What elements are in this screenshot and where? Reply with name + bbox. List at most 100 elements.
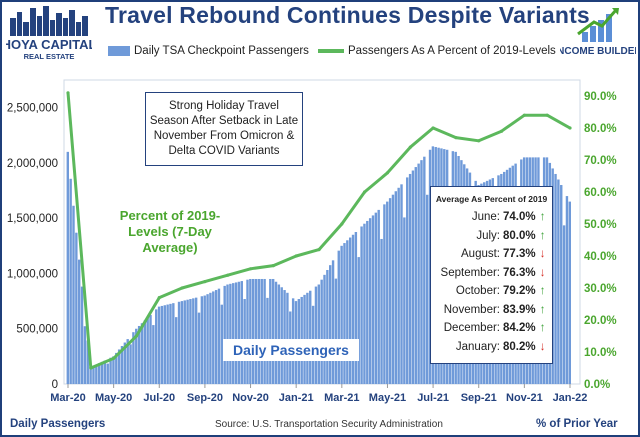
bar [317,284,320,384]
bar [406,177,409,384]
average-month: November: [443,303,500,316]
percent-point [545,113,549,117]
bar [155,309,158,384]
average-month: October: [455,285,500,297]
average-table: Average As Percent of 2019 June: 74.0% ↑ Ju… [430,186,553,364]
bar [97,363,101,384]
legend-bars-label: Daily TSA Checkpoint Passengers [134,45,309,57]
bar [192,298,195,384]
bar [95,364,98,384]
arrow-down-icon: ↓ [539,264,546,279]
bar [132,332,135,384]
average-table-title: Average As Percent of 2019 [435,194,548,204]
bar [240,281,243,384]
bar [169,303,172,384]
x-tick-label: May-21 [369,392,406,404]
bar [217,288,221,384]
bar [280,287,283,384]
percent-point [89,366,93,370]
bar [120,346,124,384]
bar [363,223,366,384]
bar [117,349,121,384]
bar [394,191,398,384]
y-right-tick-label: 20.0% [584,315,617,327]
bar [220,304,224,384]
y-right-tick-label: 40.0% [584,251,617,263]
bar [140,323,144,384]
average-value: 79.2% [503,285,536,297]
average-row: July: 80.0% ↑ [431,226,552,245]
bar [180,301,184,384]
arrow-down-icon: ↓ [539,246,546,260]
average-month: January: [455,340,500,353]
x-tick-label: Nov-20 [232,392,269,404]
percent-point [112,356,116,360]
x-tick-label: Nov-21 [506,392,543,404]
bar [334,278,338,384]
bar [200,296,204,384]
bar [351,234,355,384]
bar [254,278,258,384]
average-value: 76.3% [503,266,536,279]
bar [388,198,392,384]
legend-line-label: Passengers As A Percent of 2019-Levels [348,45,556,57]
percent-point [477,139,481,143]
bar [554,173,557,384]
bar [269,278,272,384]
bar [371,215,375,384]
average-value: 80.0% [503,229,536,242]
percent-point [431,126,435,130]
bar [565,196,569,384]
bar [149,314,152,384]
percent-point [271,264,275,268]
average-month: July: [476,229,500,242]
bar [408,173,412,384]
y-left-tick-label: 2,000,000 [7,158,58,170]
bar [326,270,329,384]
bar [123,342,127,384]
bar [92,366,95,384]
bar [277,284,281,384]
bar [203,295,206,384]
bar [560,185,563,384]
bar [183,300,186,384]
bar [354,232,358,384]
x-tick-label: Jan-22 [553,392,588,404]
percent-point [180,286,184,290]
average-month: December: [443,322,500,334]
average-month: September: [440,266,500,279]
bar [383,204,386,384]
bar [343,243,346,384]
bar [78,259,81,384]
arrow-up-icon: ↑ [539,227,546,242]
percent-point [203,280,207,284]
bar [212,291,215,384]
bar [189,299,192,384]
bar [366,220,369,384]
percent-point [568,126,572,130]
bar [137,325,141,384]
legend-bars: Daily TSA Checkpoint Passengers [108,45,309,57]
bar [562,225,566,384]
bar [423,156,426,384]
bar [400,184,403,384]
bar [186,299,189,384]
y-left-tick-label: 1,000,000 [7,268,58,280]
logo-left-line2: REAL ESTATE [24,52,75,61]
bar [337,250,340,384]
bar [380,238,383,384]
average-row: November: 83.9% ↑ [431,300,552,319]
hoya-capital-logo: HOYA CAPITAL REAL ESTATE [6,6,92,61]
bar [163,305,166,384]
bar [160,305,164,384]
arrow-down-icon: ↓ [539,338,546,353]
bar [306,292,309,384]
bar [209,292,212,384]
bar [223,285,226,384]
bar [172,303,175,384]
bar [414,167,417,384]
bar [146,317,149,384]
bar [309,290,312,384]
bar [360,226,363,384]
